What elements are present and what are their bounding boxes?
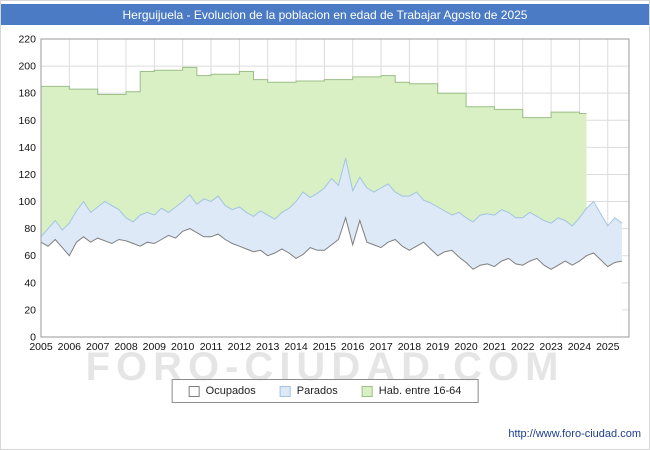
svg-text:2014: 2014 — [284, 341, 308, 353]
svg-text:2006: 2006 — [58, 341, 82, 353]
svg-text:2009: 2009 — [143, 341, 167, 353]
svg-text:2025: 2025 — [596, 341, 620, 353]
svg-text:140: 140 — [18, 142, 36, 154]
svg-text:2008: 2008 — [114, 341, 138, 353]
svg-text:100: 100 — [18, 196, 36, 208]
svg-text:2022: 2022 — [511, 341, 535, 353]
svg-text:2023: 2023 — [539, 341, 563, 353]
svg-text:2020: 2020 — [454, 341, 478, 353]
svg-text:20: 20 — [24, 304, 36, 316]
svg-text:120: 120 — [18, 169, 36, 181]
svg-text:40: 40 — [24, 277, 36, 289]
footer-url: http://www.foro-ciudad.com — [508, 428, 641, 440]
legend-item-ocupados: Ocupados — [188, 385, 256, 397]
legend-swatch-ocupados — [188, 385, 200, 397]
svg-text:2021: 2021 — [483, 341, 507, 353]
svg-text:80: 80 — [24, 223, 36, 235]
svg-text:2016: 2016 — [341, 341, 365, 353]
svg-text:2012: 2012 — [228, 341, 252, 353]
svg-text:2015: 2015 — [313, 341, 337, 353]
chart-title: Herguijuela - Evolucion de la poblacion … — [122, 7, 528, 22]
svg-text:2017: 2017 — [369, 341, 393, 353]
svg-text:2013: 2013 — [256, 341, 280, 353]
legend-item-hab: Hab. entre 16-64 — [361, 385, 462, 397]
svg-text:0: 0 — [30, 332, 36, 344]
svg-text:2018: 2018 — [398, 341, 422, 353]
svg-text:180: 180 — [18, 88, 36, 100]
svg-text:2019: 2019 — [426, 341, 450, 353]
legend-label-hab: Hab. entre 16-64 — [378, 385, 462, 397]
svg-text:2010: 2010 — [171, 341, 195, 353]
legend-swatch-parados — [279, 385, 291, 397]
legend-swatch-hab — [361, 385, 373, 397]
chart-title-bar: Herguijuela - Evolucion de la poblacion … — [1, 4, 649, 25]
legend: Ocupados Parados Hab. entre 16-64 — [171, 379, 479, 403]
svg-text:220: 220 — [18, 34, 36, 46]
svg-text:2011: 2011 — [200, 341, 223, 353]
svg-text:2024: 2024 — [568, 341, 592, 353]
svg-text:200: 200 — [18, 61, 36, 73]
legend-item-parados: Parados — [279, 385, 338, 397]
legend-label-parados: Parados — [296, 385, 338, 397]
svg-text:2007: 2007 — [86, 341, 110, 353]
legend-label-ocupados: Ocupados — [205, 385, 256, 397]
svg-text:60: 60 — [24, 250, 36, 262]
svg-text:2005: 2005 — [29, 341, 53, 353]
svg-text:160: 160 — [18, 115, 36, 127]
